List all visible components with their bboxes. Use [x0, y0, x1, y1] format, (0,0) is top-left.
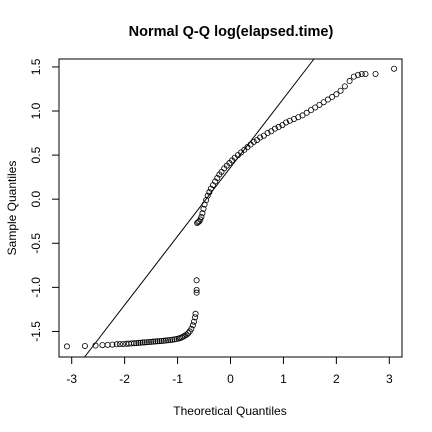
qq-point — [198, 213, 205, 220]
qq-point — [104, 341, 111, 348]
qq-point — [162, 337, 169, 344]
qq-point — [188, 325, 195, 332]
qq-point — [190, 318, 197, 325]
qq-point — [329, 93, 336, 100]
qq-point — [372, 70, 379, 77]
qq-point — [324, 96, 331, 103]
qq-point — [358, 70, 365, 77]
qq-point — [183, 331, 190, 338]
x-tick-label: 1 — [280, 372, 287, 386]
y-tick-label: 1.5 — [29, 58, 43, 75]
qq-point — [92, 342, 99, 349]
qq-point — [204, 192, 211, 199]
x-tick-label: -2 — [119, 372, 130, 386]
qq-point — [312, 104, 319, 111]
qq-point — [145, 339, 152, 346]
qq-point — [131, 340, 138, 347]
qq-point — [171, 336, 178, 343]
qq-point — [113, 341, 120, 348]
qq-point — [200, 205, 207, 212]
qq-point — [257, 134, 264, 141]
qq-point — [337, 87, 344, 94]
qq-point — [139, 339, 146, 346]
qq-point — [333, 91, 340, 98]
qq-point — [362, 70, 369, 77]
qq-point — [116, 341, 123, 348]
qq-point — [135, 339, 142, 346]
qq-point — [391, 65, 398, 72]
qq-point — [283, 119, 290, 126]
chart-title: Normal Q-Q log(elapsed.time) — [129, 24, 334, 40]
x-axis-label: Theoretical Quantiles — [173, 404, 286, 418]
qq-point — [299, 112, 306, 119]
qq-point — [303, 109, 310, 116]
qq-point — [160, 337, 167, 344]
x-tick-label: 2 — [333, 372, 340, 386]
qq-point — [120, 340, 127, 347]
qq-point — [156, 338, 163, 345]
qq-point — [81, 342, 88, 349]
qq-point — [165, 337, 172, 344]
qq-point — [307, 107, 314, 114]
qq-point — [206, 189, 213, 196]
qq-point — [141, 339, 148, 346]
qq-point — [193, 289, 200, 296]
qq-point — [152, 338, 159, 345]
x-axis-ticks: -3 -2 -1 0 1 2 3 — [66, 357, 393, 386]
y-tick-label: -1.0 — [29, 277, 43, 298]
qq-point — [137, 339, 144, 346]
sample-points — [63, 65, 398, 350]
qq-point — [193, 286, 200, 293]
y-tick-label: -1.5 — [29, 321, 43, 342]
y-tick-label: 1.0 — [29, 102, 43, 119]
qq-point — [192, 314, 199, 321]
qq-point — [99, 342, 106, 349]
qq-point — [128, 340, 135, 347]
y-tick-label: -0.5 — [29, 233, 43, 254]
plot-area-frame — [58, 58, 403, 358]
qq-point — [316, 101, 323, 108]
qq-point — [154, 338, 161, 345]
qq-point — [193, 277, 200, 284]
x-tick-label: 3 — [386, 372, 393, 386]
qq-point — [250, 138, 257, 145]
qq-point — [158, 337, 165, 344]
qq-point — [63, 343, 70, 350]
qq-point — [346, 78, 353, 85]
x-tick-label: -3 — [66, 372, 77, 386]
y-tick-label: 0.0 — [29, 191, 43, 208]
qq-point — [169, 336, 176, 343]
qq-point — [167, 336, 174, 343]
qq-point — [199, 210, 206, 217]
qq-point — [275, 123, 282, 130]
qq-reference-line — [84, 58, 315, 358]
qq-point — [192, 310, 199, 317]
qq-point — [264, 130, 271, 137]
y-tick-label: 0.5 — [29, 146, 43, 163]
qq-point — [320, 99, 327, 106]
qq-point — [341, 83, 348, 90]
qq-point — [143, 339, 150, 346]
qq-point — [355, 71, 362, 78]
qq-point — [133, 340, 140, 347]
qq-point — [185, 330, 192, 337]
qq-point — [189, 322, 196, 329]
y-axis-label: Sample Quantiles — [5, 161, 19, 256]
qq-point — [148, 338, 155, 345]
y-axis-ticks: -1.5 -1.0 -0.5 0.0 0.5 1.0 1.5 — [29, 58, 59, 342]
qq-point — [109, 341, 116, 348]
x-tick-label: 0 — [227, 372, 234, 386]
qq-point — [150, 338, 157, 345]
qq-point — [271, 125, 278, 132]
x-tick-label: -1 — [172, 372, 183, 386]
qq-point — [197, 216, 204, 223]
